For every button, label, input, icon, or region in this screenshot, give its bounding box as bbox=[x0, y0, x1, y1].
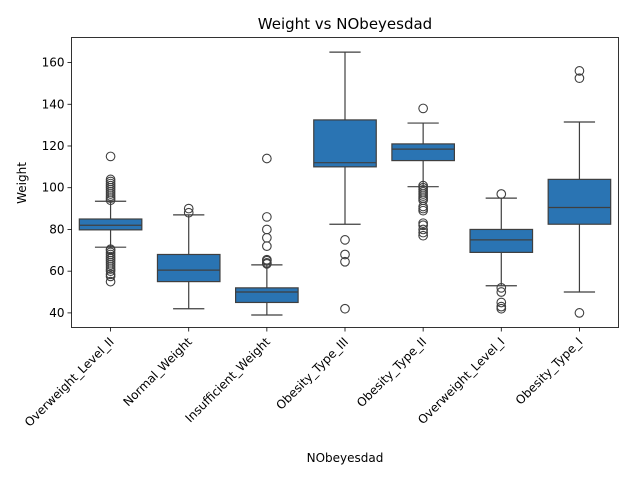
x-tick-label: Obesity_Type_II bbox=[354, 335, 429, 410]
y-tick-label: 40 bbox=[49, 306, 64, 320]
x-tick-label: Overweight_Level_II bbox=[22, 335, 117, 430]
plot-area bbox=[78, 51, 612, 318]
outlier-point bbox=[105, 276, 116, 287]
y-tick-label: 140 bbox=[42, 97, 65, 111]
outlier-point bbox=[496, 287, 507, 297]
box-group bbox=[469, 189, 534, 314]
outlier-point bbox=[574, 308, 585, 318]
chart-title: Weight vs NObeyesdad bbox=[258, 15, 432, 33]
outlier-point bbox=[262, 232, 272, 243]
outlier-point bbox=[262, 153, 272, 164]
outlier-point bbox=[496, 189, 507, 199]
x-tick-label: Insufficient_Weight bbox=[182, 335, 273, 426]
x-axis: Overweight_Level_II Normal_WeightInsuffic… bbox=[22, 327, 586, 430]
outlier-point bbox=[418, 203, 428, 214]
box-group bbox=[313, 51, 377, 314]
outlier-point bbox=[418, 180, 428, 191]
outlier-point bbox=[105, 174, 116, 185]
iqr-box bbox=[391, 143, 455, 162]
outlier-point bbox=[340, 235, 350, 245]
y-tick-label: 80 bbox=[49, 222, 64, 236]
outlier-point bbox=[496, 297, 507, 308]
y-tick-label: 100 bbox=[42, 181, 65, 195]
outlier-point bbox=[105, 244, 116, 255]
box-group bbox=[391, 103, 455, 241]
box-group bbox=[547, 66, 612, 318]
y-axis-label: Weight bbox=[15, 162, 29, 204]
iqr-box bbox=[156, 253, 221, 283]
iqr-box bbox=[469, 228, 534, 253]
x-axis-label: NObeyesdad bbox=[307, 451, 384, 465]
outlier-point bbox=[262, 254, 272, 265]
outlier-point bbox=[496, 301, 507, 312]
outlier-point bbox=[340, 256, 350, 267]
outlier-point bbox=[262, 224, 272, 235]
outlier-point bbox=[496, 283, 507, 293]
outlier-point bbox=[574, 66, 585, 76]
outlier-point bbox=[183, 203, 194, 214]
iqr-box bbox=[235, 287, 299, 304]
outlier-point bbox=[340, 249, 350, 260]
x-tick-label: Overweight_Level_I bbox=[415, 335, 507, 427]
outlier-point bbox=[262, 241, 272, 251]
box-group bbox=[156, 203, 221, 310]
outlier-point bbox=[574, 73, 585, 84]
x-tick-label: Obesity_Type_III bbox=[273, 335, 351, 413]
box-group bbox=[78, 151, 143, 287]
x-tick-label: Obesity_Type_I bbox=[513, 335, 586, 408]
box-group bbox=[235, 153, 299, 316]
plot-frame bbox=[71, 37, 619, 328]
outlier-point bbox=[418, 103, 428, 114]
outlier-point bbox=[105, 151, 116, 162]
outlier-point bbox=[418, 230, 428, 241]
y-tick-label: 60 bbox=[49, 264, 64, 278]
outlier-point bbox=[262, 212, 272, 222]
outlier-point bbox=[418, 218, 428, 229]
outlier-point bbox=[183, 207, 194, 218]
outlier-point bbox=[418, 227, 428, 238]
y-tick-label: 120 bbox=[42, 139, 65, 153]
outlier-point bbox=[340, 303, 350, 314]
iqr-box bbox=[78, 218, 143, 231]
y-tick-label: 160 bbox=[42, 56, 65, 70]
x-tick-label: Normal_Weight bbox=[120, 335, 195, 410]
iqr-box bbox=[547, 178, 612, 225]
iqr-box bbox=[313, 119, 377, 168]
outlier-point bbox=[105, 269, 116, 280]
y-axis: 40 60 80 100 120 140 160 bbox=[42, 56, 72, 320]
outlier-point bbox=[418, 224, 428, 235]
